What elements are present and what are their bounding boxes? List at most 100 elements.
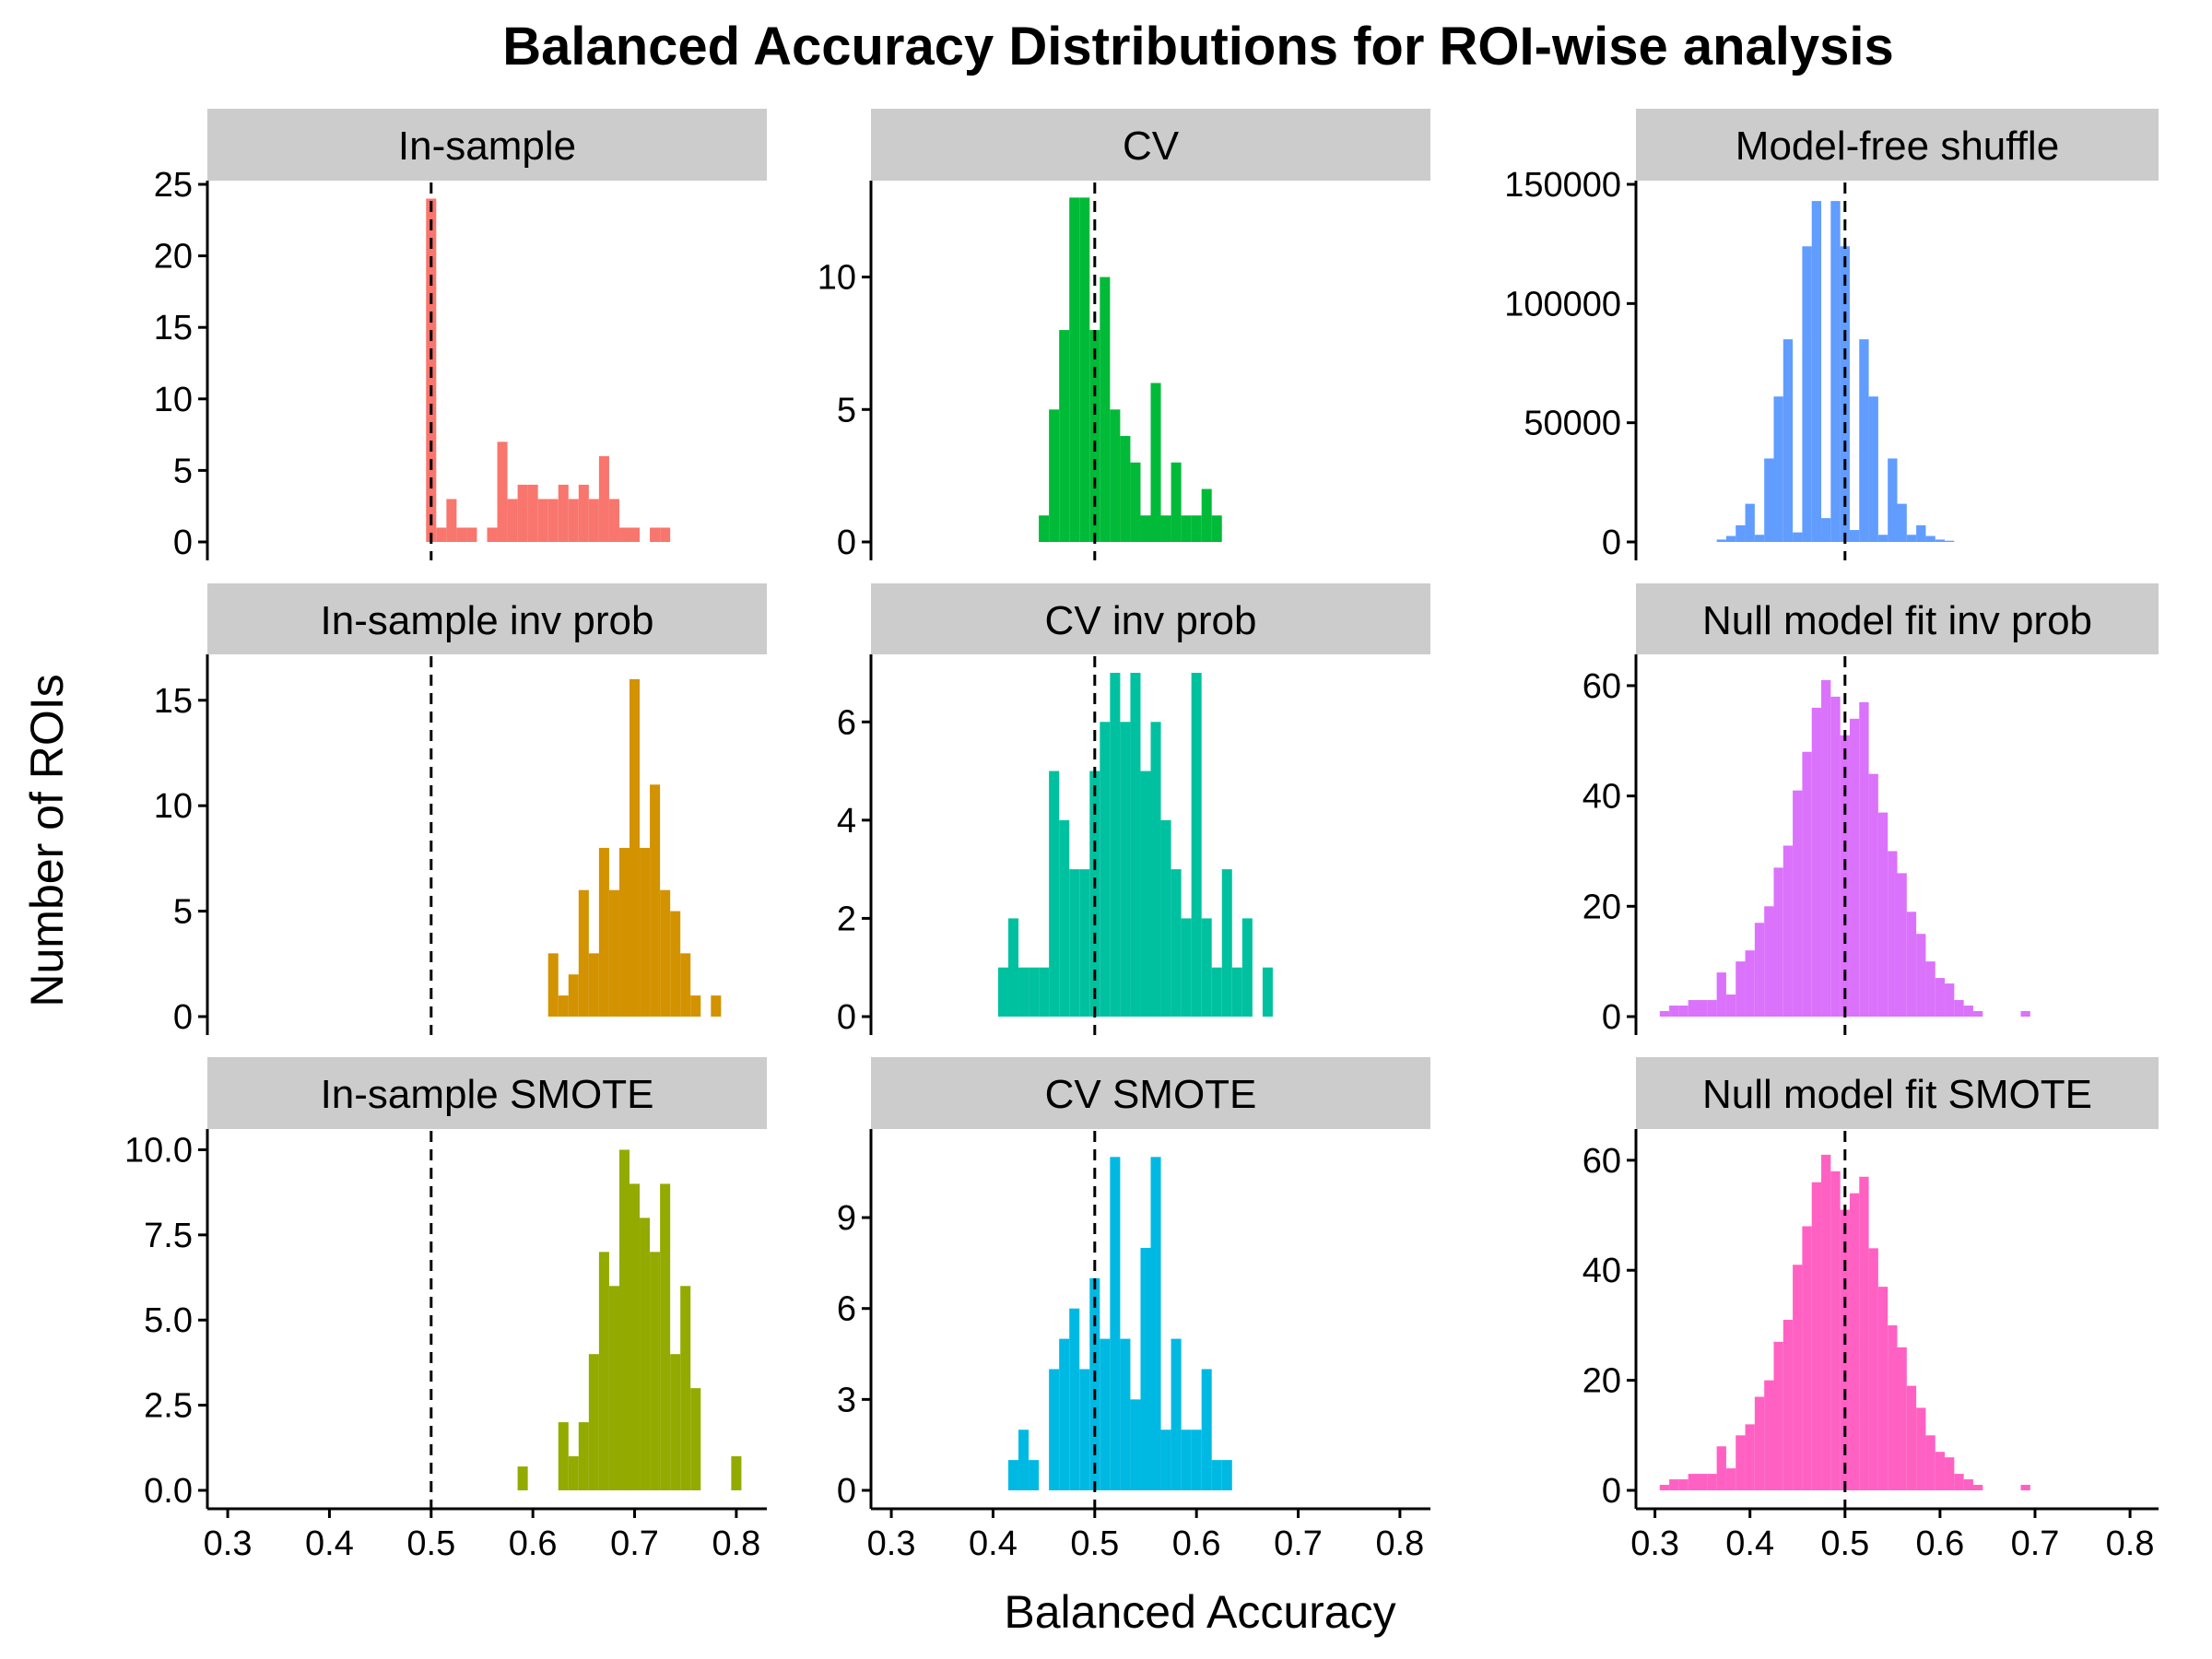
histogram-bar bbox=[1669, 1006, 1679, 1017]
facet-strip bbox=[207, 583, 767, 654]
histogram-bar bbox=[1906, 535, 1917, 542]
histogram-bar bbox=[1688, 1000, 1699, 1017]
histogram-bar bbox=[660, 527, 671, 542]
y-tick-label: 7.5 bbox=[144, 1217, 193, 1255]
histogram-bar bbox=[650, 784, 661, 1017]
y-tick-label: 5 bbox=[173, 893, 193, 932]
x-axis-title: Balanced Accuracy bbox=[1004, 1586, 1395, 1638]
y-tick-label: 5 bbox=[173, 452, 193, 490]
facet-label: In-sample SMOTE bbox=[321, 1072, 654, 1117]
histogram-bar bbox=[1130, 672, 1141, 1017]
y-tick-label: 0 bbox=[837, 1472, 856, 1511]
histogram-bar bbox=[1059, 330, 1070, 542]
histogram-bar bbox=[1935, 539, 1946, 542]
histogram-bar bbox=[1049, 409, 1060, 542]
histogram-bar bbox=[1925, 961, 1936, 1017]
histogram-bar bbox=[650, 527, 661, 542]
histogram-bar bbox=[1191, 515, 1202, 542]
facet-label: Null model fit SMOTE bbox=[1702, 1072, 2092, 1117]
histogram-bar bbox=[588, 499, 599, 542]
histogram-bar bbox=[1029, 967, 1040, 1017]
x-tick-label: 0.3 bbox=[1630, 1524, 1679, 1563]
histogram-bar bbox=[660, 889, 671, 1017]
histogram-bar bbox=[1120, 722, 1131, 1017]
y-tick-label: 9 bbox=[837, 1199, 856, 1238]
histogram-bar bbox=[1877, 812, 1888, 1017]
histogram-bar bbox=[1716, 1446, 1726, 1490]
facet-strip bbox=[871, 109, 1430, 181]
facet-null-model-fit-inv-prob: Null model fit inv prob 0 20 40 60 bbox=[1583, 583, 2159, 1037]
histogram-bar bbox=[517, 484, 528, 542]
histogram-bar bbox=[2020, 1011, 2030, 1017]
y-tick-label: 60 bbox=[1583, 667, 1621, 706]
histogram-bar bbox=[1830, 201, 1841, 542]
histogram-bar bbox=[1201, 918, 1212, 1017]
histogram-bar bbox=[1745, 950, 1755, 1017]
histogram-bar bbox=[1039, 967, 1050, 1017]
histogram-bar bbox=[1725, 1468, 1736, 1490]
histogram-bar bbox=[598, 847, 609, 1017]
histogram-bar bbox=[1659, 1485, 1670, 1490]
y-tick-label: 100000 bbox=[1504, 285, 1621, 324]
histogram-bar bbox=[608, 889, 619, 1017]
histogram-bar bbox=[1069, 1308, 1080, 1490]
histogram-bar bbox=[1079, 1369, 1090, 1490]
histogram-bar bbox=[1181, 515, 1192, 542]
histogram-bar bbox=[1725, 535, 1736, 542]
histogram-bar bbox=[507, 499, 518, 542]
y-tick-label: 50000 bbox=[1524, 405, 1621, 443]
facet-label: Null model fit inv prob bbox=[1702, 598, 2092, 643]
histogram-bar bbox=[1241, 918, 1253, 1017]
facet-in-sample-inv-prob: In-sample inv prob 0 5 10 15 bbox=[154, 583, 767, 1037]
histogram-bar bbox=[1160, 819, 1171, 1017]
x-tick-label: 0.4 bbox=[1725, 1524, 1774, 1563]
histogram-bar bbox=[1069, 869, 1080, 1017]
y-tick-label: 150000 bbox=[1504, 166, 1621, 205]
facet-label: In-sample inv prob bbox=[321, 598, 654, 643]
histogram-bar bbox=[1211, 1460, 1222, 1490]
histogram-bar bbox=[618, 527, 630, 542]
histogram-bar bbox=[588, 1354, 599, 1490]
histogram-bar bbox=[1171, 1338, 1182, 1490]
y-tick-label: 15 bbox=[154, 309, 193, 347]
histogram-bar bbox=[1783, 845, 1794, 1017]
facet-strip bbox=[1636, 109, 2159, 181]
histogram-bar bbox=[1110, 1157, 1121, 1490]
facet-cv-inv-prob: CV inv prob 0 2 4 6 bbox=[837, 583, 1430, 1037]
histogram-bar bbox=[650, 1252, 661, 1490]
histogram-bar bbox=[1954, 1474, 1964, 1490]
chart-title: Balanced Accuracy Distributions for ROI-… bbox=[502, 17, 1894, 76]
y-tick-label: 0.0 bbox=[144, 1472, 193, 1511]
histogram-bar bbox=[1110, 409, 1121, 542]
histogram-bar bbox=[670, 1354, 681, 1490]
x-tick-label: 0.7 bbox=[2011, 1524, 2060, 1563]
histogram-bar bbox=[1916, 934, 1926, 1017]
facet-label: CV SMOTE bbox=[1045, 1072, 1257, 1117]
histogram-bar bbox=[680, 1286, 691, 1490]
histogram-bar bbox=[1802, 1226, 1812, 1490]
histogram-bar bbox=[456, 527, 467, 542]
histogram-bar bbox=[466, 527, 477, 542]
histogram-bar bbox=[1140, 1247, 1151, 1490]
y-tick-label: 0 bbox=[173, 998, 193, 1037]
y-tick-label: 25 bbox=[154, 166, 193, 205]
histogram-bar bbox=[1100, 276, 1111, 542]
histogram-bar bbox=[1764, 906, 1774, 1017]
histogram-bar bbox=[1764, 1380, 1774, 1490]
histogram-bar bbox=[1754, 535, 1765, 542]
histogram-bar bbox=[1069, 197, 1080, 543]
y-tick-label: 10 bbox=[818, 259, 856, 298]
histogram-bar bbox=[1897, 503, 1907, 542]
y-tick-label: 6 bbox=[837, 1290, 856, 1329]
histogram-bar bbox=[568, 974, 579, 1017]
histogram-bar bbox=[1201, 1369, 1212, 1490]
histogram-bar bbox=[618, 847, 630, 1017]
histogram-bar bbox=[1963, 1479, 1973, 1490]
histogram-bar bbox=[568, 1456, 579, 1490]
histogram-bar bbox=[1793, 1265, 1803, 1490]
histogram-bar bbox=[1859, 701, 1869, 1017]
y-tick-label: 0 bbox=[1602, 998, 1621, 1037]
y-tick-label: 40 bbox=[1583, 1252, 1621, 1290]
histogram-bar bbox=[598, 455, 609, 542]
histogram-bar bbox=[608, 1286, 619, 1490]
